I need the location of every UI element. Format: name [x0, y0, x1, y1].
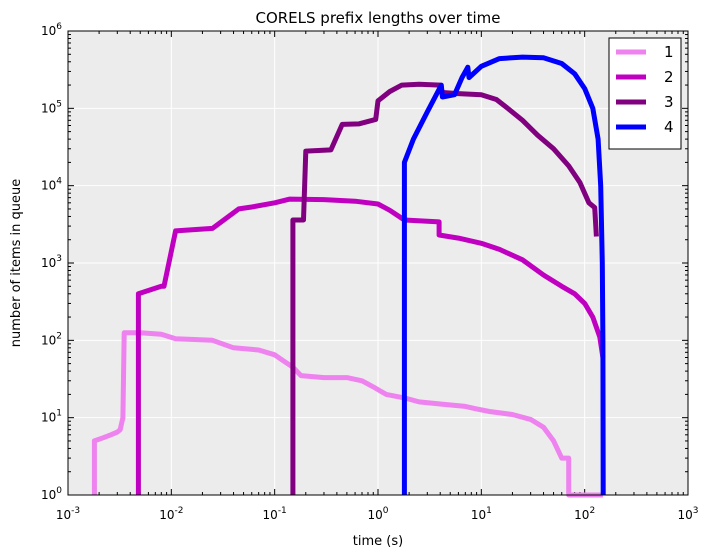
legend-label-3: 3: [664, 93, 674, 111]
x-tick-label: 10-2: [159, 506, 183, 522]
y-tick-label: 104: [41, 177, 62, 193]
x-tick-label: 10-1: [263, 506, 287, 522]
x-tick-label: 102: [574, 506, 595, 522]
legend-label-4: 4: [664, 118, 674, 136]
series-line-2: [135, 196, 606, 495]
y-tick-label: 100: [41, 486, 62, 502]
chart-title: CORELS prefix lengths over time: [255, 9, 500, 27]
series-line-4: [401, 54, 606, 496]
legend-label-1: 1: [664, 43, 674, 61]
legend: 1 2 3 4: [608, 37, 682, 150]
x-axis-title: time (s): [353, 534, 403, 549]
series-group: [91, 54, 606, 498]
x-tick-label: 10-3: [56, 506, 80, 522]
legend-label-2: 2: [664, 68, 674, 86]
y-tick-label: 103: [41, 254, 62, 270]
legend-box: [608, 37, 682, 150]
y-tick-labels: 100 101 102 103 104 105 106: [41, 22, 62, 502]
y-tick-label: 106: [41, 22, 62, 38]
y-tick-label: 101: [41, 409, 62, 425]
x-tick-label: 101: [471, 506, 492, 522]
x-tick-labels: 10-3 10-2 10-1 100 101 102 103: [56, 506, 699, 522]
x-tick-label: 103: [677, 506, 698, 522]
x-tick-label: 100: [367, 506, 388, 522]
y-tick-label: 105: [41, 99, 62, 115]
plot-frame: [67, 30, 689, 496]
y-tick-label: 102: [41, 331, 62, 347]
series-line-1: [91, 330, 603, 498]
y-axis-title: number of items in queue: [9, 179, 24, 348]
